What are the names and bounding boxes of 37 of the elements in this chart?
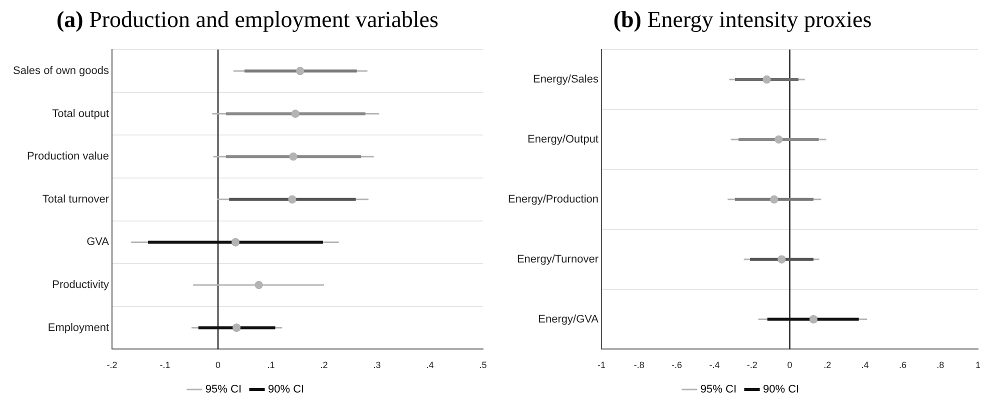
x-tick-label: -.6 (672, 360, 682, 370)
y-tick-label: Energy/Sales (533, 74, 599, 86)
x-tick-label: .2 (320, 360, 328, 370)
x-tick-label: 1 (975, 360, 981, 370)
y-tick-label: Total turnover (42, 193, 110, 206)
x-tick-label: .3 (373, 360, 381, 370)
y-tick-label: Employment (48, 322, 110, 334)
y-tick-label: Energy/Output (528, 134, 598, 146)
legend-label: 95% CI (700, 384, 737, 396)
x-tick-label: .2 (824, 360, 832, 370)
y-tick-label: Productivity (52, 279, 110, 292)
x-tick-label: -.4 (709, 360, 720, 370)
y-tick-label: Total output (52, 108, 110, 120)
y-tick-label: GVA (86, 236, 110, 248)
x-tick-label: .6 (898, 360, 906, 370)
y-tick-label: Energy/Production (508, 193, 598, 206)
x-tick-label: .4 (426, 360, 434, 370)
legend-label: 90% CI (268, 384, 304, 396)
x-tick-label: .8 (936, 360, 944, 370)
x-tick-label: -.2 (106, 360, 118, 370)
x-tick-label: .4 (861, 360, 869, 370)
y-tick-label: Energy/GVA (538, 313, 600, 326)
y-tick-label: Sales of own goods (12, 65, 110, 78)
x-tick-label: .1 (267, 360, 275, 370)
x-tick-label: 0 (216, 360, 221, 370)
x-tick-label: -.2 (746, 360, 758, 370)
x-tick-label: -1 (597, 360, 606, 370)
legend-label: 90% CI (763, 384, 800, 396)
y-tick-label: Production value (27, 150, 110, 163)
x-tick-label: -.1 (160, 360, 170, 370)
y-tick-label: Energy/Turnover (516, 253, 599, 266)
chart-title: (a) Production and employment variables (56, 6, 438, 34)
x-tick-label: 0 (787, 360, 792, 370)
chart-title: (b) Energy intensity proxies (613, 6, 872, 34)
legend-label: 95% CI (205, 384, 242, 396)
x-tick-label: .5 (479, 360, 487, 370)
x-tick-label: -.8 (634, 360, 644, 370)
